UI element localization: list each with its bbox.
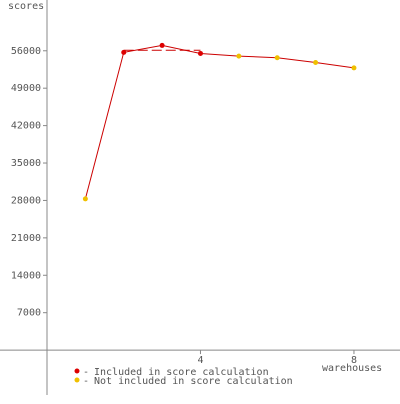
- legend-marker: [74, 377, 80, 383]
- point: [313, 60, 319, 66]
- y-tick-label: 49000: [11, 83, 41, 94]
- y-tick-label: 21000: [11, 233, 41, 244]
- y-tick-label: 35000: [11, 158, 41, 169]
- y-tick-label: 56000: [11, 46, 41, 57]
- y-tick-label: 7000: [17, 308, 41, 319]
- y-axis-label: scores: [8, 1, 44, 12]
- legend-label: Included in score calculation: [94, 367, 269, 378]
- line: [84, 44, 355, 199]
- legend-dash: -: [83, 367, 89, 378]
- point: [121, 49, 127, 55]
- point: [351, 65, 357, 71]
- y-tick-label: 28000: [11, 195, 41, 206]
- x-tick-label: 8: [351, 355, 357, 366]
- legend-label: Not included in score calculation: [94, 376, 293, 387]
- point: [236, 53, 242, 59]
- x-tick-label: 4: [197, 355, 203, 366]
- point: [197, 50, 203, 56]
- legend-dash: -: [83, 376, 89, 387]
- x-axis-label: warehouses: [322, 363, 382, 374]
- legend-marker: [74, 368, 80, 374]
- y-tick-label: 42000: [11, 121, 41, 132]
- point: [159, 42, 165, 48]
- y-tick-label: 14000: [11, 270, 41, 281]
- point: [274, 55, 280, 61]
- point: [82, 196, 88, 202]
